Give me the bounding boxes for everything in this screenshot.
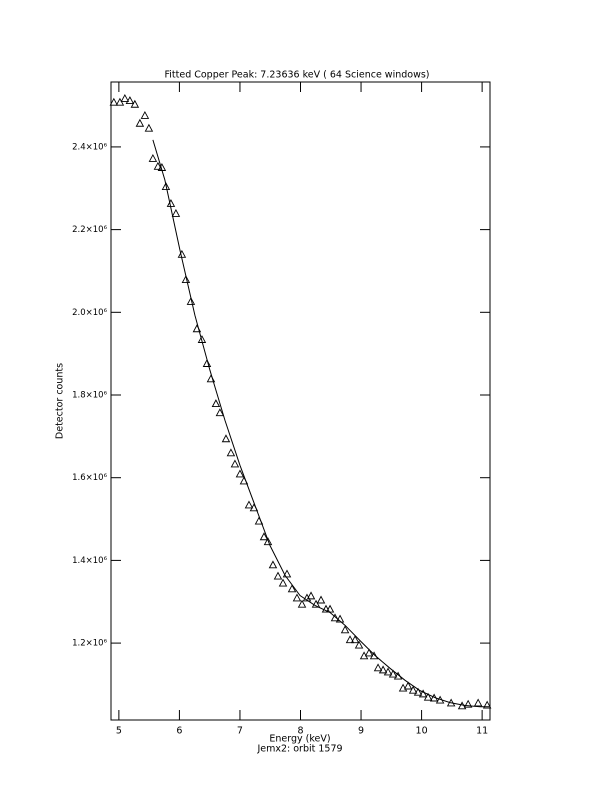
data-point (463, 699, 473, 708)
data-point (388, 669, 398, 678)
data-point (125, 96, 135, 104)
y-tick-label: 2.2×10⁶ (72, 225, 107, 235)
data-point (423, 692, 433, 701)
data-point (378, 665, 388, 674)
data-point (330, 613, 340, 622)
x-tick-label: 6 (176, 726, 182, 737)
data-point (316, 595, 326, 604)
x-axis-label: Energy (keV) (269, 734, 330, 745)
data-point (148, 153, 158, 162)
x-tick-label: 5 (116, 726, 122, 737)
y-axis-label: Detector counts (55, 363, 66, 439)
y-tick-label: 1.6×10⁶ (72, 473, 107, 483)
data-point (340, 625, 350, 634)
data-point (403, 681, 413, 690)
data-point (413, 687, 423, 696)
data-point (373, 663, 383, 672)
data-point (482, 700, 492, 709)
data-point (161, 182, 171, 190)
y-tick-label: 2.0×10⁶ (72, 308, 107, 318)
data-point (235, 469, 245, 478)
data-point (418, 689, 428, 698)
data-point (181, 275, 191, 284)
data-point (321, 604, 331, 613)
plot-frame (110, 81, 491, 721)
data-point (166, 199, 176, 207)
y-tick-label: 2.4×10⁶ (72, 142, 107, 152)
data-point (263, 537, 273, 546)
data-point (287, 584, 297, 593)
data-point (364, 648, 374, 657)
data-point (153, 161, 163, 170)
data-point (297, 599, 307, 608)
data-point (120, 94, 130, 102)
data-point (335, 614, 345, 623)
data-point (211, 399, 221, 408)
data-point (130, 99, 140, 108)
data-point (221, 434, 231, 443)
data-point (226, 448, 236, 457)
data-point (115, 97, 125, 106)
data-point (244, 500, 254, 509)
subtitle: Jemx2: orbit 1579 (256, 744, 342, 755)
data-point (273, 571, 283, 580)
data-point (473, 698, 483, 707)
data-point (186, 297, 196, 305)
data-point (215, 408, 225, 417)
data-point (302, 593, 312, 602)
y-tick-label: 1.8×10⁶ (72, 391, 107, 401)
chart-title: Fitted Copper Peak: 7.23636 keV ( 64 Sci… (164, 70, 429, 81)
data-point (345, 635, 355, 644)
data-point (278, 578, 288, 587)
data-point (171, 208, 181, 217)
data-point (354, 640, 364, 649)
data-point (135, 118, 145, 127)
x-tick-label: 10 (416, 726, 428, 737)
x-tick-label: 7 (237, 726, 243, 737)
x-tick-label: 9 (358, 726, 364, 737)
data-point (230, 459, 240, 468)
data-point (292, 593, 302, 602)
data-point (311, 599, 321, 608)
data-point (202, 359, 212, 367)
y-tick-label: 1.4×10⁶ (72, 556, 107, 566)
x-tick-label: 8 (297, 726, 303, 737)
data-point (408, 685, 418, 694)
data-point (383, 667, 393, 676)
data-point (144, 123, 154, 132)
data-point (259, 532, 269, 541)
data-point (306, 591, 316, 600)
x-tick-label: 11 (476, 726, 488, 737)
data-point (268, 560, 278, 569)
data-point (350, 635, 360, 644)
y-tick-label: 1.2×10⁶ (72, 639, 107, 649)
data-point (140, 110, 150, 119)
data-point (282, 569, 292, 578)
fit-line (152, 139, 490, 708)
data-point (109, 97, 119, 106)
